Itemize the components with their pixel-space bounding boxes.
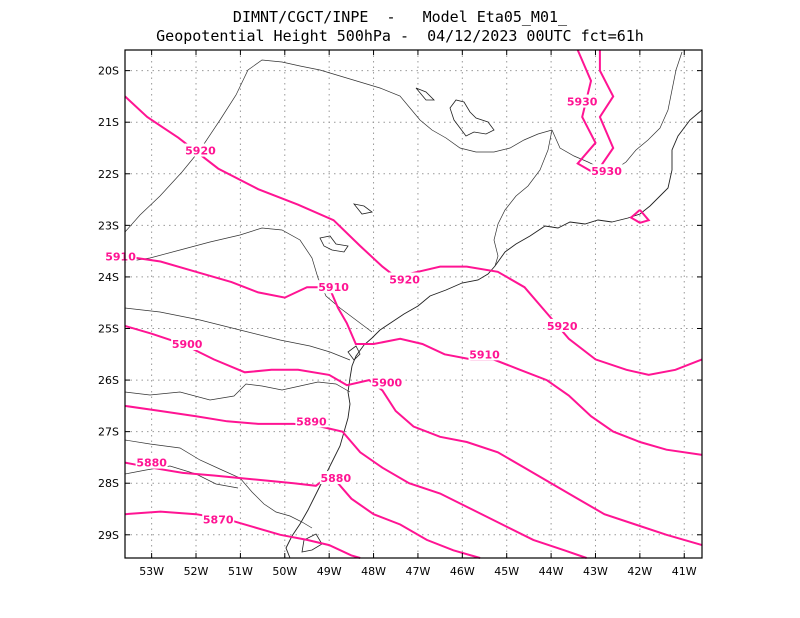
lake <box>353 203 373 215</box>
lagoon <box>347 345 361 361</box>
state-border <box>124 307 351 361</box>
contour-label-5910: 5910 <box>105 250 136 263</box>
contour-label-5870: 5870 <box>203 513 234 526</box>
x-tick-label: 48W <box>361 565 386 578</box>
x-tick-label: 46W <box>450 565 475 578</box>
contour-label-bg <box>184 143 217 157</box>
contour-label-bg <box>319 471 352 485</box>
contour-label-bg <box>370 375 403 389</box>
contour-label-bg <box>104 249 137 263</box>
contour-label-5930: 5930 <box>567 96 598 109</box>
contour-label-bg <box>202 512 235 526</box>
contour-line-5900 <box>124 324 703 547</box>
contour-label-bg <box>546 318 579 332</box>
x-tick-label: 47W <box>406 565 431 578</box>
country-border <box>124 439 313 529</box>
x-tick-label: 41W <box>672 565 697 578</box>
lagoon <box>301 533 323 553</box>
y-tick-label: 28S <box>98 477 119 490</box>
axis-ticks: 53W 52W 51W 50W 49W 48W 47W 46W 45W 44W 43W 42W 41W 2… <box>98 50 702 578</box>
contour-label-bg <box>468 347 501 361</box>
state-border <box>124 227 373 333</box>
coastline-east <box>611 109 703 223</box>
contour-line-5890 <box>124 404 587 559</box>
contour-label-5920: 5920 <box>547 320 578 333</box>
lake <box>319 235 349 253</box>
x-tick-label: 42W <box>627 565 652 578</box>
contour-label-5890: 5890 <box>296 415 327 428</box>
contour-label-bg <box>135 455 168 469</box>
x-tick-label: 50W <box>272 565 297 578</box>
y-tick-label: 23S <box>98 219 119 232</box>
contour-label-5880: 5880 <box>321 472 352 485</box>
contour-label-5920: 5920 <box>389 274 420 287</box>
y-tick-label: 25S <box>98 322 119 335</box>
graticule <box>125 50 702 558</box>
x-tick-label: 45W <box>494 565 519 578</box>
coastline-and-borders <box>124 51 703 559</box>
x-tick-label: 53W <box>139 565 164 578</box>
contour-label-bg <box>317 280 350 294</box>
title-line-2: Geopotential Height 500hPa - 04/12/2023 … <box>156 27 644 45</box>
y-tick-label: 27S <box>98 426 119 439</box>
contour-label-5900: 5900 <box>372 377 403 390</box>
contour-label-bg <box>388 272 421 286</box>
contour-label-bg <box>171 336 204 350</box>
y-tick-label: 29S <box>98 529 119 542</box>
coastline <box>285 219 613 559</box>
y-tick-label: 22S <box>98 168 119 181</box>
lake <box>449 99 495 137</box>
state-border <box>493 129 553 267</box>
x-tick-label: 43W <box>583 565 608 578</box>
y-tick-label: 20S <box>98 65 119 78</box>
contour-label-bg <box>295 414 328 428</box>
contour-label-bg <box>590 164 623 178</box>
contour-labels: 5930 5930 5920 5920 5920 5910 5910 5910 5900 5900… <box>104 94 623 526</box>
state-border <box>124 381 351 401</box>
x-tick-label: 51W <box>228 565 253 578</box>
y-tick-label: 24S <box>98 271 119 284</box>
lake <box>415 87 435 101</box>
contour-label-5930: 5930 <box>591 165 622 178</box>
contour-line-5910 <box>124 255 703 456</box>
contour-label-bg <box>566 94 599 108</box>
x-tick-label: 52W <box>184 565 209 578</box>
x-tick-label: 44W <box>539 565 564 578</box>
y-tick-label: 26S <box>98 374 119 387</box>
map-border <box>124 49 703 559</box>
country-border <box>124 465 239 489</box>
contour-label-5920: 5920 <box>185 145 216 158</box>
contour-label-5900: 5900 <box>172 338 203 351</box>
title-line-1: DIMNT/CGCT/INPE - Model Eta05_M01_ <box>232 8 568 26</box>
map-frame <box>124 49 703 559</box>
y-tick-label: 21S <box>98 116 119 129</box>
contour-line-5930 <box>629 209 651 224</box>
contour-line-5920 <box>124 95 703 376</box>
geopotential-contours <box>124 49 703 559</box>
contour-line-5870 <box>124 510 361 559</box>
contour-label-5910: 5910 <box>469 348 500 361</box>
contour-label-5880: 5880 <box>136 457 167 470</box>
state-border <box>551 51 683 171</box>
state-border <box>124 59 553 233</box>
contour-label-5910: 5910 <box>318 281 349 294</box>
x-tick-label: 49W <box>317 565 342 578</box>
contour-line-5880 <box>124 461 481 559</box>
